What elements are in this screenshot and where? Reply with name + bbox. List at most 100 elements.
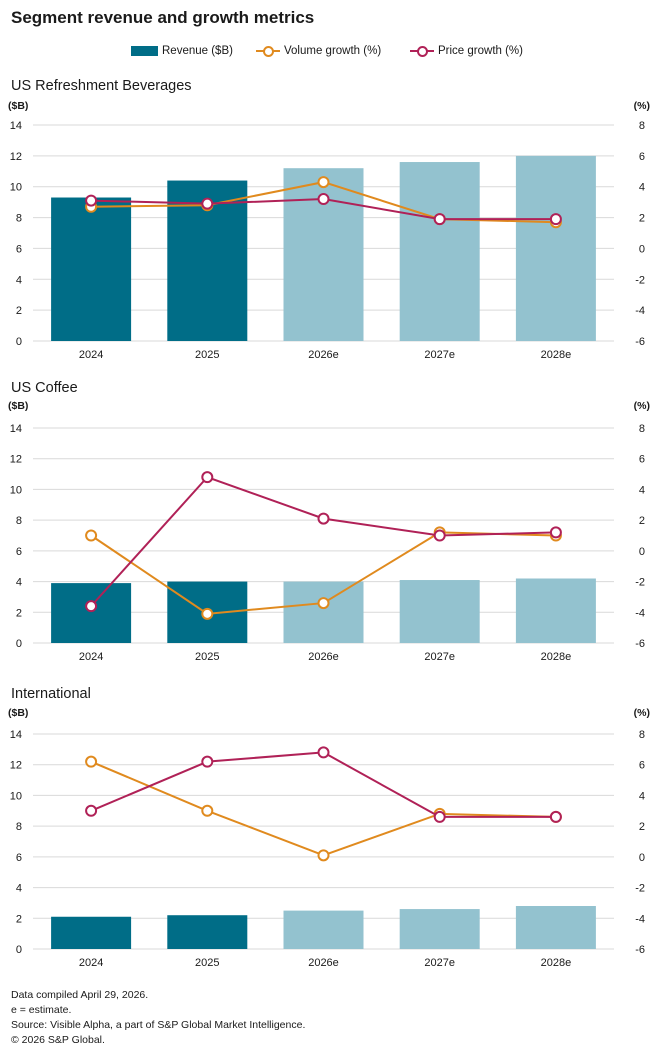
left-axis-unit: ($B) xyxy=(8,100,28,112)
y-tick-label: 8 xyxy=(16,213,22,225)
x-tick-label: 2024 xyxy=(79,349,103,361)
left-axis-unit: ($B) xyxy=(8,400,28,412)
y-tick-label: 12 xyxy=(10,760,22,772)
y2-tick-label: 2 xyxy=(639,515,645,527)
y-tick-label: 10 xyxy=(10,790,22,802)
revenue-bar xyxy=(515,155,596,341)
y-tick-label: 14 xyxy=(10,120,22,132)
right-axis-unit: (%) xyxy=(634,400,650,412)
y-tick-label: 8 xyxy=(16,821,22,833)
y-tick-label: 6 xyxy=(16,852,22,864)
y2-tick-label: 4 xyxy=(639,484,645,496)
price-growth-point xyxy=(201,197,214,210)
y-tick-label: 14 xyxy=(10,423,22,435)
y2-tick-label: 8 xyxy=(639,423,645,435)
y2-tick-label: 0 xyxy=(639,546,645,558)
panel-title: US Refreshment Beverages xyxy=(11,78,192,94)
price-growth-point xyxy=(85,600,98,613)
volume-growth-point xyxy=(317,597,330,610)
x-tick-label: 2027e xyxy=(424,957,455,969)
y2-tick-label: -4 xyxy=(635,607,645,619)
revenue-bar xyxy=(399,162,480,341)
price-growth-point xyxy=(317,746,330,759)
revenue-bar xyxy=(51,197,132,341)
y-tick-label: 12 xyxy=(10,454,22,466)
x-tick-label: 2024 xyxy=(79,651,103,663)
price-growth-point xyxy=(201,471,214,484)
y2-tick-label: 8 xyxy=(639,120,645,132)
revenue-bar xyxy=(283,581,364,643)
price-growth-point xyxy=(317,512,330,525)
y-tick-label: 8 xyxy=(16,515,22,527)
x-tick-label: 2028e xyxy=(541,651,572,663)
panel-title: US Coffee xyxy=(11,380,78,396)
price-growth-point xyxy=(549,526,562,539)
y-tick-label: 6 xyxy=(16,546,22,558)
y-tick-label: 14 xyxy=(10,729,22,741)
x-tick-label: 2025 xyxy=(195,349,219,361)
legend: Revenue ($B) Volume growth (%) Price gro… xyxy=(0,45,660,65)
right-axis-unit: (%) xyxy=(634,100,650,112)
right-axis-unit: (%) xyxy=(634,707,650,719)
y2-tick-label: -2 xyxy=(635,274,645,286)
x-tick-label: 2027e xyxy=(424,651,455,663)
y-tick-label: 4 xyxy=(16,577,22,589)
y2-tick-label: 8 xyxy=(639,729,645,741)
volume-growth-point xyxy=(85,529,98,542)
x-tick-label: 2026e xyxy=(308,651,339,663)
y2-tick-label: -2 xyxy=(635,883,645,895)
price-growth-point xyxy=(549,810,562,823)
y2-tick-label: -6 xyxy=(635,638,645,650)
price-growth-point xyxy=(85,194,98,207)
price-growth-point xyxy=(317,193,330,206)
y-tick-label: 2 xyxy=(16,305,22,317)
y-tick-label: 0 xyxy=(16,336,22,348)
y-tick-label: 10 xyxy=(10,182,22,194)
legend-item-revenue: Revenue ($B) xyxy=(131,45,233,57)
y2-tick-label: 6 xyxy=(639,151,645,163)
x-tick-label: 2026e xyxy=(308,349,339,361)
revenue-bar xyxy=(399,909,480,949)
y-tick-label: 2 xyxy=(16,607,22,619)
volume-growth-point xyxy=(85,755,98,768)
y2-tick-label: 6 xyxy=(639,454,645,466)
legend-label-price: Price growth (%) xyxy=(438,45,523,57)
legend-label-volume: Volume growth (%) xyxy=(284,45,382,57)
revenue-bar xyxy=(283,910,364,949)
y2-tick-label: 6 xyxy=(639,760,645,772)
revenue-bar xyxy=(399,580,480,643)
price-growth-point xyxy=(85,804,98,817)
y2-tick-label: -6 xyxy=(635,944,645,956)
x-tick-label: 2028e xyxy=(541,957,572,969)
legend-item-volume: Volume growth (%) xyxy=(256,45,381,57)
y2-tick-label: -4 xyxy=(635,305,645,317)
y2-tick-label: -6 xyxy=(635,336,645,348)
y-tick-label: 0 xyxy=(16,638,22,650)
y-tick-label: 10 xyxy=(10,484,22,496)
y2-tick-label: 4 xyxy=(639,182,645,194)
volume-growth-point xyxy=(317,176,330,189)
price-growth-point xyxy=(433,213,446,226)
x-tick-label: 2024 xyxy=(79,957,103,969)
legend-bar-swatch xyxy=(131,46,158,56)
revenue-bar xyxy=(515,906,596,949)
panel-title: International xyxy=(11,686,91,702)
y-tick-label: 6 xyxy=(16,243,22,255)
x-tick-label: 2026e xyxy=(308,957,339,969)
y2-tick-label: -2 xyxy=(635,577,645,589)
legend-label-revenue: Revenue ($B) xyxy=(162,45,233,57)
revenue-bar xyxy=(51,583,132,643)
y2-tick-label: 4 xyxy=(639,790,645,802)
volume-growth-point xyxy=(317,849,330,862)
price-growth-point xyxy=(433,810,446,823)
left-axis-unit: ($B) xyxy=(8,707,28,719)
x-tick-label: 2027e xyxy=(424,349,455,361)
revenue-bar xyxy=(51,916,132,949)
footnote-copyright: © 2026 S&P Global. xyxy=(11,1034,105,1046)
footnote-date: Data compiled April 29, 2026. xyxy=(11,989,149,1001)
y-tick-label: 4 xyxy=(16,883,22,895)
y-tick-label: 4 xyxy=(16,274,22,286)
volume-growth-point xyxy=(201,607,214,620)
volume-growth-line xyxy=(90,760,556,857)
